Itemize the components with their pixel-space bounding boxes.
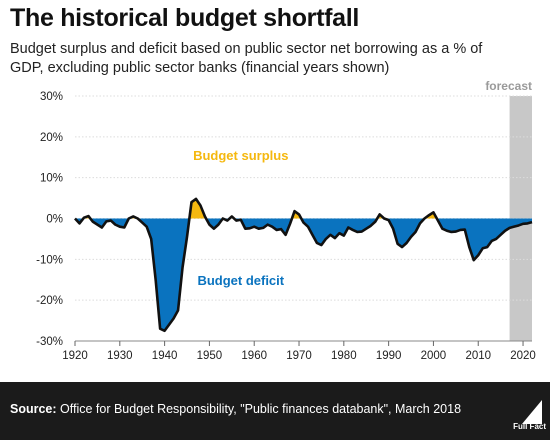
budget-chart: forecast -30% -20% -10% 0% 10% 20% 30% 1920 1930 1… bbox=[36, 79, 536, 362]
x-tick-label: 1990 bbox=[376, 350, 402, 362]
deficit-area bbox=[75, 218, 532, 331]
x-tick-label: 2020 bbox=[510, 350, 536, 362]
y-tick-label: -20% bbox=[36, 295, 63, 307]
y-tick-label: -30% bbox=[36, 336, 63, 348]
x-tick-label: 1950 bbox=[197, 350, 223, 362]
source-note: Source: Office for Budget Responsibility… bbox=[10, 402, 461, 416]
y-tick-label: 30% bbox=[40, 91, 63, 103]
deficit-annotation: Budget deficit bbox=[197, 273, 284, 288]
chart-title: The historical budget shortfall bbox=[10, 4, 360, 32]
balance-line bbox=[74, 197, 533, 333]
source-label: Source: bbox=[10, 402, 57, 416]
x-tick-label: 1960 bbox=[241, 350, 267, 362]
x-tick-label: 2000 bbox=[421, 350, 447, 362]
x-tick-label: 2010 bbox=[465, 350, 491, 362]
surplus-annotation: Budget surplus bbox=[193, 148, 288, 163]
x-tick-label: 1970 bbox=[286, 350, 312, 362]
source-text: Office for Budget Responsibility, "Publi… bbox=[56, 402, 462, 416]
x-tick-label: 1930 bbox=[107, 350, 133, 362]
full-fact-logo-icon bbox=[522, 400, 542, 424]
source-footer: Source: Office for Budget Responsibility… bbox=[0, 382, 550, 440]
x-tick-label: 1980 bbox=[331, 350, 357, 362]
y-tick-label: 0% bbox=[46, 214, 63, 226]
y-tick-label: -10% bbox=[36, 254, 63, 266]
y-tick-label: 20% bbox=[40, 132, 63, 144]
logo-text: Full Fact bbox=[513, 422, 546, 431]
x-tick-label: 1940 bbox=[152, 350, 178, 362]
forecast-label: forecast bbox=[485, 79, 532, 93]
y-tick-label: 10% bbox=[40, 173, 63, 185]
chart-subtitle: Budget surplus and deficit based on publ… bbox=[10, 41, 483, 76]
x-tick-label: 1920 bbox=[62, 350, 88, 362]
